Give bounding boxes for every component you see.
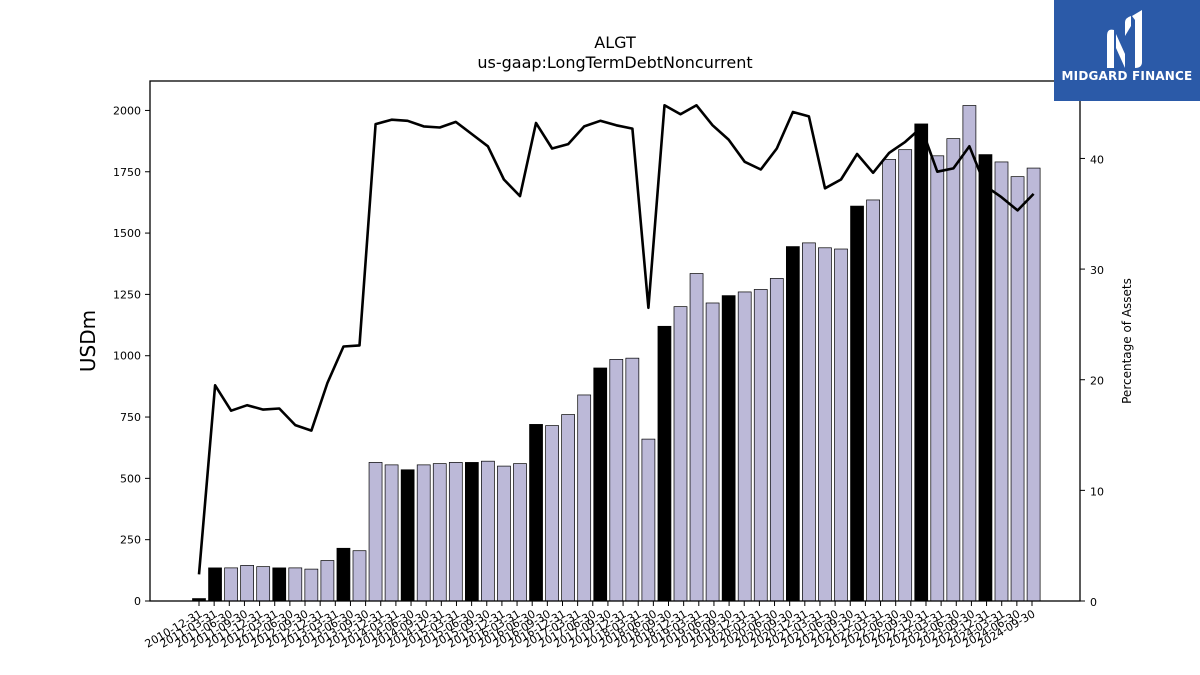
bar (208, 567, 222, 602)
y2-axis-label: Percentage of Assets (1120, 278, 1134, 404)
y-tick-label: 2000 (113, 104, 141, 117)
bar (1026, 167, 1041, 602)
bar (384, 464, 399, 602)
bar (240, 565, 254, 602)
bar (481, 460, 495, 602)
bar (545, 425, 559, 602)
bar (1010, 176, 1025, 602)
bar (962, 105, 977, 602)
y-tick-label: 500 (120, 472, 141, 485)
bar (994, 161, 1009, 602)
bar (304, 568, 319, 602)
bar (609, 359, 624, 602)
bar (400, 469, 415, 602)
bar (256, 566, 271, 602)
bar (753, 289, 768, 602)
bar (818, 247, 832, 602)
bar (946, 138, 961, 602)
y2-tick-label: 0 (1090, 596, 1097, 609)
bar (625, 357, 640, 602)
bar (850, 205, 864, 602)
bar (465, 462, 479, 602)
bar (513, 463, 527, 602)
y-tick-label: 1500 (113, 227, 141, 240)
bar (689, 273, 704, 602)
bar (336, 547, 351, 602)
bar (368, 462, 383, 602)
bar (882, 159, 897, 602)
y-tick-label: 0 (134, 595, 141, 608)
bar (432, 463, 447, 602)
y2-tick-label: 20 (1090, 375, 1104, 388)
bar (914, 123, 929, 602)
percentage-line (197, 104, 1035, 575)
bar (898, 149, 913, 602)
bar (657, 325, 672, 602)
y-tick-label: 1750 (113, 166, 141, 179)
bar (930, 155, 945, 602)
bar (721, 295, 736, 602)
chart-subtitle: us-gaap:LongTermDebtNoncurrent (477, 53, 752, 72)
logo-name: MIDGARD FINANCE (1061, 69, 1193, 83)
bar (561, 414, 576, 602)
bar (352, 550, 367, 602)
bar (737, 291, 752, 602)
y-tick-label: 250 (120, 534, 141, 547)
y-tick-label: 750 (120, 411, 141, 424)
bar (641, 438, 656, 602)
y-tick-label: 1250 (113, 288, 141, 301)
bar (593, 367, 608, 602)
x-axis-ticks: 2010-12-312011-03-312011-06-302011-09-30… (143, 601, 1038, 651)
bar (416, 464, 431, 602)
bar (272, 567, 287, 602)
plot-frame (149, 80, 1081, 602)
bar (497, 465, 511, 602)
bar (705, 302, 720, 602)
chart-title: ALGT (594, 33, 636, 52)
bar (673, 306, 688, 602)
y-tick-label: 1000 (113, 350, 141, 363)
bar (320, 560, 335, 602)
bar (802, 242, 816, 602)
bar (529, 424, 543, 602)
bar (978, 154, 993, 602)
bar (834, 248, 848, 602)
bar (866, 199, 880, 602)
percentage-line-path (197, 104, 1035, 575)
bar (448, 462, 463, 602)
midgard-finance-logo: MIDGARD FINANCE (1054, 0, 1200, 101)
y2-tick-label: 30 (1090, 264, 1104, 277)
bars (192, 105, 1041, 602)
midgard-m-icon (1107, 10, 1142, 69)
bar (785, 246, 800, 602)
y2-tick-label: 40 (1090, 153, 1104, 166)
bar (224, 567, 238, 602)
bar (769, 278, 784, 602)
right-axis-ticks: 0 10 20 30 40 (1080, 153, 1104, 609)
bar (577, 394, 592, 602)
y-axis-label: USDm (76, 310, 100, 372)
bar (288, 567, 303, 602)
left-axis-ticks: 0 250 500 750 1000 1250 1500 1750 2000 (113, 104, 150, 608)
y2-tick-label: 10 (1090, 485, 1104, 498)
